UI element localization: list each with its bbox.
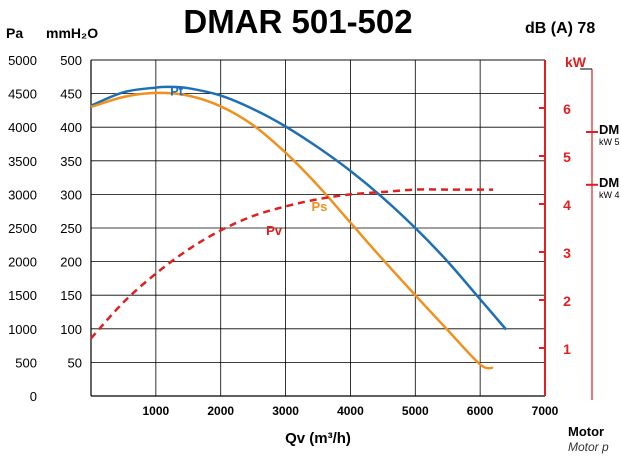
series-line-pt [90, 85, 508, 331]
x-tick-label: 6000 [467, 404, 494, 418]
unit-mmh2o-label: mmH₂O [46, 25, 98, 41]
x-axis-title: Qv (m³/h) [285, 430, 351, 447]
mmh2o-tick-label: 400 [60, 120, 82, 135]
x-tick-label: 5000 [402, 404, 429, 418]
motor-power: kW 4 [599, 190, 620, 200]
x-tick-label: 7000 [532, 404, 559, 418]
kw-tick-label: 4 [563, 197, 571, 213]
mmh2o-tick-label: 450 [60, 87, 82, 102]
labels: 0500100015002000250030003500400045005000… [8, 53, 619, 418]
mmh2o-tick-label: 350 [60, 154, 82, 169]
series-label-ps: Ps [312, 199, 328, 214]
grid [91, 59, 545, 396]
unit-kw-label: kW [565, 54, 587, 70]
pa-tick-label: 2500 [8, 221, 37, 236]
pa-tick-label: 500 [15, 355, 37, 370]
x-tick-label: 4000 [337, 404, 364, 418]
pa-tick-label: 3000 [8, 187, 37, 202]
x-tick-label: 2000 [207, 404, 234, 418]
mmh2o-tick-label: 100 [60, 322, 82, 337]
motor-footer-subtitle: Motor p [568, 440, 609, 454]
pa-tick-label: 2000 [8, 255, 37, 270]
series-label-pt: Pt [170, 84, 184, 99]
chart-title: DMAR 501-502 [183, 3, 412, 40]
series-label-pv: Pv [266, 223, 283, 238]
mmh2o-tick-label: 250 [60, 221, 82, 236]
pa-tick-label: 3500 [8, 154, 37, 169]
mmh2o-tick-label: 200 [60, 255, 82, 270]
pa-tick-label: 1500 [8, 288, 37, 303]
kw-tick-label: 5 [563, 149, 571, 165]
x-tick-label: 1000 [143, 404, 170, 418]
motor-power: kW 5 [599, 137, 620, 147]
x-tick-label: 3000 [272, 404, 299, 418]
series-line-pv [90, 188, 494, 340]
noise-level-label: dB (A) 78 [525, 20, 595, 37]
kw-tick-label: 6 [563, 101, 571, 117]
pa-tick-label: 1000 [8, 322, 37, 337]
pa-tick-label: 0 [30, 389, 37, 404]
motor-name: DM [599, 175, 619, 190]
pa-tick-label: 4500 [8, 87, 37, 102]
mmh2o-tick-label: 150 [60, 288, 82, 303]
kw-tick-label: 3 [563, 245, 571, 261]
axes [90, 59, 598, 400]
mmh2o-tick-label: 50 [68, 355, 82, 370]
pa-tick-label: 4000 [8, 120, 37, 135]
mmh2o-tick-label: 500 [60, 53, 82, 68]
series-line-ps [90, 91, 494, 370]
kw-tick-label: 2 [563, 293, 571, 309]
pa-tick-label: 5000 [8, 53, 37, 68]
motor-name: DM [599, 122, 619, 137]
mmh2o-tick-label: 300 [60, 187, 82, 202]
motor-footer-title: Motor [568, 424, 604, 439]
series-lines [90, 85, 508, 370]
kw-tick-label: 1 [563, 341, 571, 357]
unit-pa-label: Pa [6, 25, 23, 41]
